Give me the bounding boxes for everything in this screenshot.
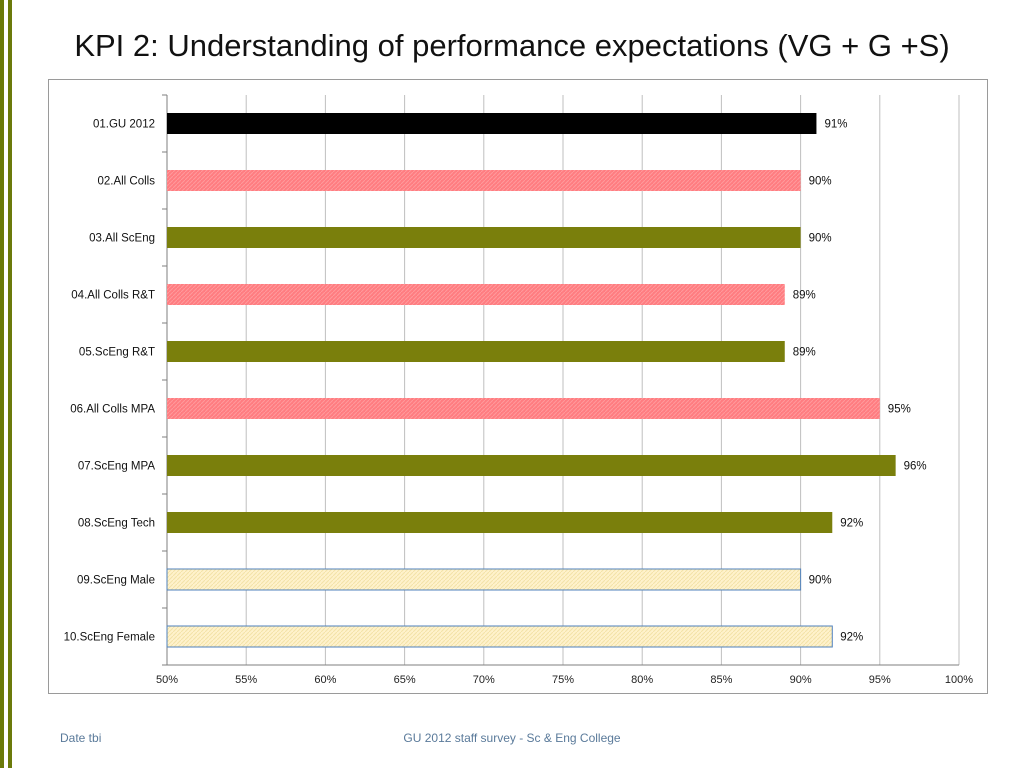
bar bbox=[167, 113, 817, 134]
x-tick-label: 70% bbox=[473, 674, 495, 686]
slide-title: KPI 2: Understanding of performance expe… bbox=[74, 28, 950, 63]
bar bbox=[166, 568, 802, 591]
category-label: 04.All Colls R&T bbox=[71, 290, 155, 302]
data-label: 90% bbox=[809, 233, 832, 245]
data-label: 90% bbox=[809, 176, 832, 188]
category-label: 03.All ScEng bbox=[89, 233, 155, 245]
x-tick-label: 100% bbox=[945, 674, 973, 686]
accent-stripe-outer bbox=[0, 0, 4, 768]
chart-frame: 50% 55% 60% 65% 70% 75% 80% 85% 90% 95% 100% 01.GU … bbox=[48, 79, 988, 694]
bar bbox=[166, 625, 833, 648]
bar bbox=[167, 227, 801, 248]
x-tick-label: 50% bbox=[156, 674, 178, 686]
category-label: 09.ScEng Male bbox=[77, 575, 155, 587]
data-label: 89% bbox=[793, 347, 816, 359]
category-label: 01.GU 2012 bbox=[93, 119, 155, 131]
data-label: 95% bbox=[888, 404, 911, 416]
category-label: 07.ScEng MPA bbox=[78, 461, 155, 473]
x-tick-label: 95% bbox=[869, 674, 891, 686]
category-label: 10.ScEng Female bbox=[64, 632, 155, 644]
bar bbox=[167, 512, 833, 533]
x-tick-label: 90% bbox=[790, 674, 812, 686]
bar bbox=[167, 455, 896, 476]
category-label: 05.ScEng R&T bbox=[79, 347, 155, 359]
bar bbox=[167, 170, 801, 191]
data-label: 91% bbox=[824, 119, 847, 131]
x-tick-label: 60% bbox=[314, 674, 336, 686]
x-tick-label: 75% bbox=[552, 674, 574, 686]
accent-stripe-inner bbox=[8, 0, 12, 768]
x-tick-label: 85% bbox=[710, 674, 732, 686]
data-label: 89% bbox=[793, 290, 816, 302]
bar bbox=[167, 398, 880, 419]
category-label: 02.All Colls bbox=[97, 176, 155, 188]
footer-date: Date tbi bbox=[60, 731, 102, 745]
data-label: 92% bbox=[840, 518, 863, 530]
x-tick-label: 55% bbox=[235, 674, 257, 686]
x-tick-label: 65% bbox=[394, 674, 416, 686]
data-label: 90% bbox=[809, 575, 832, 587]
category-label: 06.All Colls MPA bbox=[70, 404, 155, 416]
x-tick-label: 80% bbox=[631, 674, 653, 686]
footer-survey-label: GU 2012 staff survey - Sc & Eng College bbox=[403, 731, 621, 745]
category-label: 08.ScEng Tech bbox=[78, 518, 155, 530]
data-label: 96% bbox=[904, 461, 927, 473]
data-label: 92% bbox=[840, 632, 863, 644]
bar bbox=[167, 341, 785, 362]
bar bbox=[167, 284, 785, 305]
bar-chart: 50% 55% 60% 65% 70% 75% 80% 85% 90% 95% 100% 01.GU … bbox=[64, 94, 973, 686]
